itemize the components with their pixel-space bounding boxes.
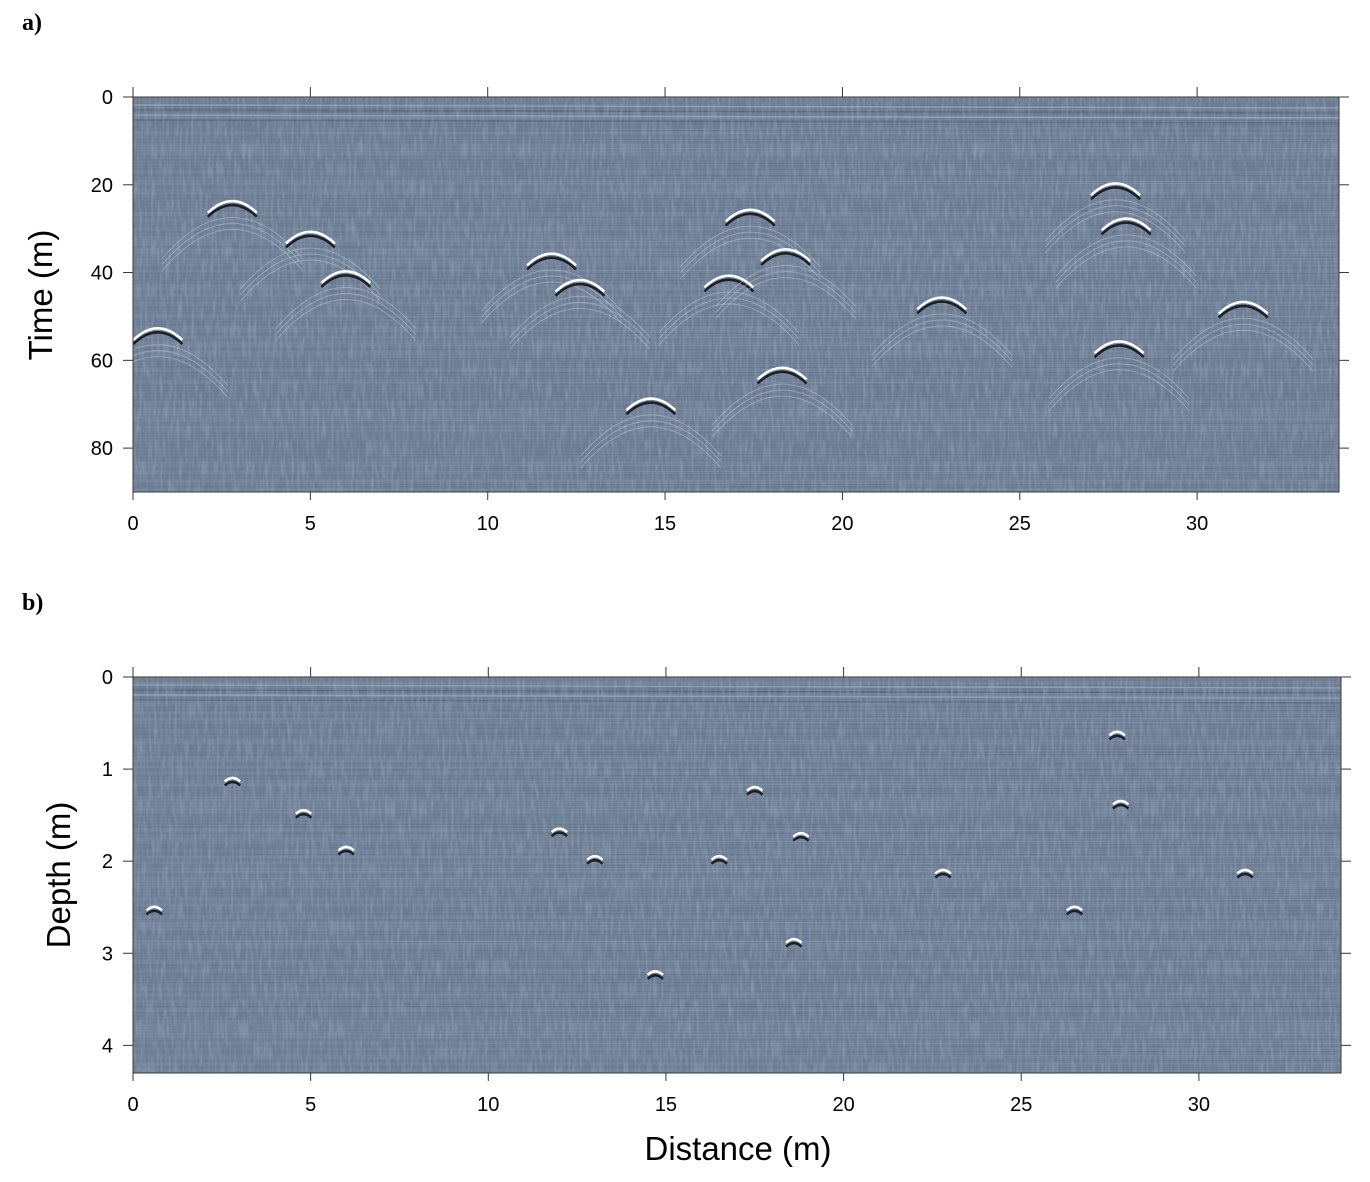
y-axis-title: Depth (m) [40, 802, 77, 949]
panel-label-b: b) [22, 590, 44, 616]
reflection-marker [239, 230, 381, 302]
reflection-marker [223, 776, 242, 787]
plot-frame [132, 96, 1340, 493]
y-tick-label: 1 [102, 759, 113, 781]
reflection-marker [1045, 182, 1186, 254]
reflection-marker [1055, 217, 1197, 289]
reflection-marker [580, 397, 722, 469]
reflection-marker [586, 854, 604, 865]
reflection-marker [550, 827, 568, 838]
panel-b: 0 5 10 15 20 25 30 0 1 2 3 4 Depth (m) Distance (m) [40, 667, 1351, 1167]
reflection-marker [1108, 730, 1126, 741]
x-tick-label: 15 [655, 1094, 677, 1116]
reflection-marker [934, 868, 952, 879]
reflection-marker [337, 845, 355, 856]
reflection-marker [658, 274, 800, 346]
reflection-marker [1112, 799, 1130, 810]
plot-frame [132, 676, 1342, 1074]
x-tick-label: 25 [1010, 1094, 1032, 1116]
y-axis-title: Time (m) [22, 230, 59, 361]
x-tick-label: 15 [654, 513, 676, 535]
x-tick-label: 20 [832, 1094, 854, 1116]
panel-a: 0 5 10 15 20 25 30 0 20 40 60 80 Time (m) [22, 87, 1349, 535]
x-tick-label: 10 [477, 1094, 499, 1116]
x-tick-label: 20 [831, 513, 853, 535]
x-tick-label: 25 [1009, 513, 1031, 535]
plot-area [133, 677, 1341, 1073]
reflection-marker [1172, 300, 1314, 372]
reflection-marker [509, 278, 651, 350]
reflection-marker [715, 248, 857, 319]
panel-label-a: a) [22, 10, 42, 36]
reflection-marker [710, 854, 728, 865]
y-tick-label: 80 [91, 438, 113, 460]
reflection-marker [871, 296, 1013, 368]
x-tick-label: 0 [127, 1094, 138, 1116]
plot-area [133, 97, 1339, 492]
x-axis-title: Distance (m) [644, 1130, 831, 1167]
x-tick-label: 10 [477, 513, 499, 535]
reflection-marker [746, 785, 764, 796]
reflection-marker [145, 905, 163, 916]
y-tick-label: 40 [91, 263, 113, 285]
x-tick-label: 5 [305, 1094, 316, 1116]
reflection-marker [481, 252, 622, 324]
x-tick-label: 30 [1186, 513, 1208, 535]
y-tick-label: 0 [102, 667, 113, 689]
reflection-marker [161, 199, 303, 271]
reflection-marker [294, 808, 313, 819]
reflection-marker [711, 366, 853, 438]
reflection-marker [792, 831, 810, 842]
reflection-marker [1048, 340, 1190, 412]
reflection-marker [785, 937, 803, 948]
y-tick-label: 3 [102, 943, 113, 965]
reflection-marker [275, 270, 417, 341]
y-tick-label: 4 [102, 1035, 113, 1057]
y-tick-label: 60 [91, 350, 113, 372]
x-tick-label: 30 [1188, 1094, 1210, 1116]
x-tick-label: 5 [305, 513, 316, 535]
reflection-marker [133, 327, 229, 398]
y-tick-label: 0 [102, 87, 113, 109]
x-tick-label: 0 [127, 513, 138, 535]
reflection-marker [1236, 868, 1254, 879]
y-tick-label: 20 [91, 175, 113, 197]
reflection-marker [1065, 905, 1084, 916]
reflection-marker [646, 970, 664, 980]
y-tick-label: 2 [102, 851, 113, 873]
